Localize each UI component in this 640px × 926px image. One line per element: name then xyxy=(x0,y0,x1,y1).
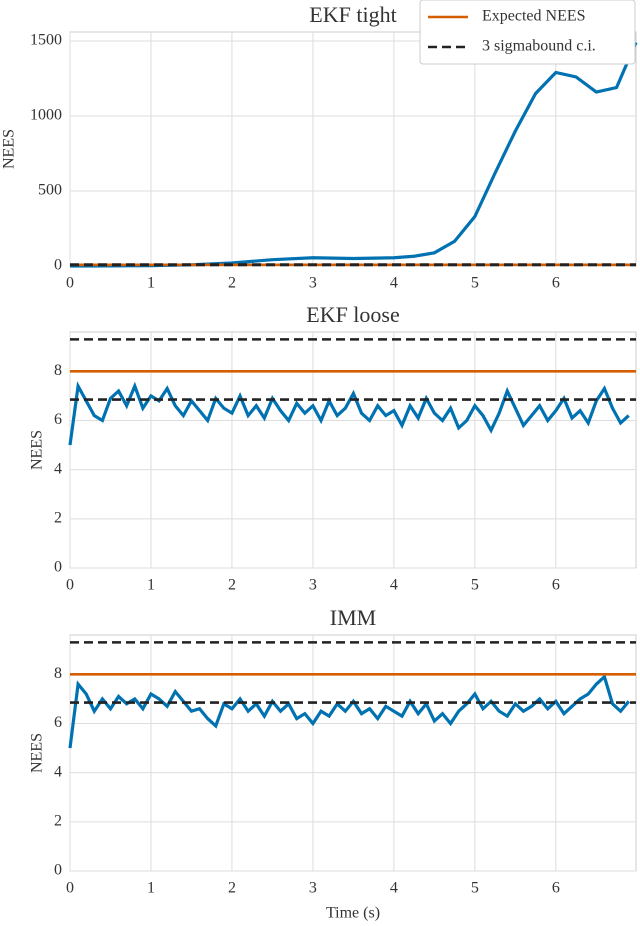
x-tick-label: 3 xyxy=(309,880,317,897)
plot-frame xyxy=(69,331,637,569)
x-tick-label: 1 xyxy=(147,275,155,292)
y-tick-label: 6 xyxy=(54,411,62,428)
legend-label: 3 sigmabound c.i. xyxy=(482,38,596,55)
y-tick-label: 4 xyxy=(54,460,62,477)
x-tick-label: 6 xyxy=(552,880,560,897)
x-tick-label: 1 xyxy=(147,577,155,594)
x-tick-label: 3 xyxy=(309,577,317,594)
plot-frame xyxy=(69,31,637,267)
y-tick-label: 0 xyxy=(54,257,62,274)
x-axis-label: Time (s) xyxy=(326,905,380,922)
legend: Expected NEES 3 sigmabound c.i. xyxy=(419,0,636,65)
y-tick-label: 8 xyxy=(54,665,62,682)
x-tick-label: 5 xyxy=(471,577,479,594)
x-tick-label: 4 xyxy=(390,880,398,897)
x-tick-label: 2 xyxy=(228,880,236,897)
y-tick-label: 6 xyxy=(54,714,62,731)
y-tick-label: 1000 xyxy=(30,107,62,124)
y-axis-label: NEES xyxy=(1,129,18,169)
x-tick-label: 5 xyxy=(471,275,479,292)
x-tick-label: 3 xyxy=(309,275,317,292)
x-tick-label: 2 xyxy=(228,577,236,594)
y-axis-label: NEES xyxy=(29,430,46,470)
x-tick-label: 5 xyxy=(471,880,479,897)
x-tick-label: 4 xyxy=(390,275,398,292)
y-tick-label: 2 xyxy=(54,813,62,830)
x-tick-label: 0 xyxy=(66,275,74,292)
chart-title: EKF tight xyxy=(309,2,396,27)
x-tick-label: 1 xyxy=(147,880,155,897)
x-tick-label: 2 xyxy=(228,275,236,292)
legend-label: Expected NEES xyxy=(482,8,586,25)
x-tick-label: 0 xyxy=(66,577,74,594)
x-tick-label: 6 xyxy=(552,275,560,292)
y-tick-label: 4 xyxy=(54,763,62,780)
x-tick-label: 0 xyxy=(66,880,74,897)
y-tick-label: 1500 xyxy=(30,32,62,49)
x-tick-label: 4 xyxy=(390,577,398,594)
y-tick-label: 0 xyxy=(54,862,62,879)
y-tick-label: 2 xyxy=(54,510,62,527)
chart-title: EKF loose xyxy=(306,302,400,327)
y-tick-label: 0 xyxy=(54,559,62,576)
y-tick-label: 8 xyxy=(54,362,62,379)
x-tick-label: 6 xyxy=(552,577,560,594)
chart-title: IMM xyxy=(330,605,376,630)
legend-box xyxy=(419,0,636,65)
plot-frame xyxy=(69,634,637,872)
y-tick-label: 500 xyxy=(38,182,62,199)
series-line xyxy=(68,381,630,446)
y-axis-label: NEES xyxy=(29,733,46,773)
